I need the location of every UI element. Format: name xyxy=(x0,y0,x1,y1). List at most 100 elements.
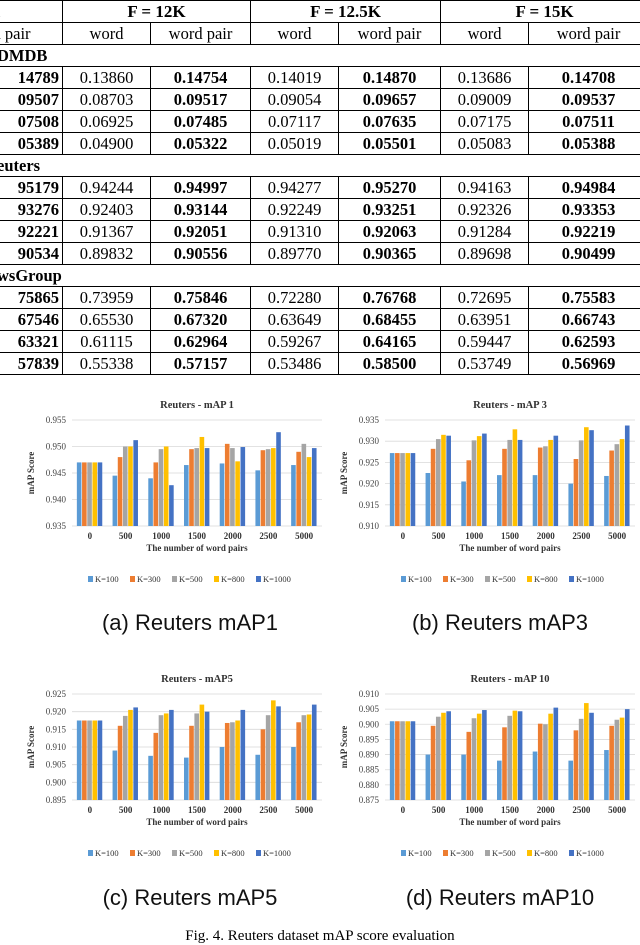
bar xyxy=(276,706,281,800)
table-cell: 0.63649 xyxy=(250,308,340,331)
x-tick-label: 0 xyxy=(88,531,93,541)
y-tick-label: 0.875 xyxy=(359,795,380,805)
table-cell: 57839 xyxy=(0,352,63,375)
y-axis-label: mAP Score xyxy=(26,726,36,769)
table-cell: 0.14870 xyxy=(338,66,442,89)
bar xyxy=(296,451,301,526)
bar xyxy=(276,432,281,526)
table-cell: 0.93144 xyxy=(149,198,252,221)
bar xyxy=(410,453,416,526)
legend-label: K=500 xyxy=(492,574,516,584)
subheader-cell: word pair xyxy=(338,22,442,45)
table-cell: 0.09517 xyxy=(149,88,252,111)
x-tick-label: 2500 xyxy=(572,531,591,541)
table-cell: 0.14754 xyxy=(149,66,252,89)
table-cell: 0.90556 xyxy=(149,242,252,265)
bar xyxy=(430,725,436,800)
table-cell: 0.92051 xyxy=(149,220,252,243)
bar xyxy=(240,447,246,526)
bar xyxy=(532,475,538,526)
legend-label: K=100 xyxy=(95,574,119,584)
bar xyxy=(604,475,609,526)
x-tick-label: 2500 xyxy=(572,805,591,815)
table-cell: 0.58500 xyxy=(338,352,442,375)
y-tick-label: 0.935 xyxy=(359,415,380,425)
subheader-cell: word xyxy=(250,22,340,45)
y-tick-label: 0.935 xyxy=(46,521,67,531)
table-cell: 0.05388 xyxy=(528,132,640,155)
chart-reuters-map5: Reuters - mAP5 0.925 0.920 0.915 0.910 0.905 0… xyxy=(26,674,322,858)
bar xyxy=(609,725,614,800)
bar xyxy=(568,483,574,526)
bar xyxy=(194,448,199,526)
y-tick-label: 0.880 xyxy=(359,780,380,790)
chart-title: Reuters - mAP 10 xyxy=(470,674,549,685)
table-cell: 0.92063 xyxy=(338,220,442,243)
legend-label: K=1000 xyxy=(263,848,291,858)
bar xyxy=(395,453,400,526)
bar xyxy=(461,481,466,526)
bar xyxy=(153,462,159,526)
x-tick-label: 1000 xyxy=(152,805,171,815)
bar xyxy=(568,760,574,800)
legend-swatch xyxy=(443,850,448,856)
table-cell: 0.63951 xyxy=(440,308,530,331)
table-cell: 0.66743 xyxy=(528,308,640,331)
bar xyxy=(224,443,230,526)
bar xyxy=(97,462,103,526)
bar xyxy=(614,719,620,800)
legend-label: K=300 xyxy=(137,848,161,858)
bar xyxy=(410,721,416,800)
table-cell: 0.07485 xyxy=(149,110,252,133)
bar xyxy=(543,724,548,800)
bar xyxy=(260,450,266,526)
table-row: 57839 0.55338 0.57157 0.53486 0.58500 0.53749… xyxy=(0,352,640,375)
bar xyxy=(548,713,553,800)
bar xyxy=(502,448,507,526)
bar xyxy=(573,730,579,800)
y-tick-label: 0.890 xyxy=(359,750,380,760)
bar xyxy=(578,718,584,800)
bar xyxy=(265,449,271,526)
legend-swatch xyxy=(172,850,177,856)
section-row: DMDB xyxy=(0,44,640,67)
x-tick-label: 2500 xyxy=(259,805,278,815)
table-cell: 0.09657 xyxy=(338,88,442,111)
bar xyxy=(425,473,431,526)
legend-label: K=800 xyxy=(534,574,558,584)
header-group: F = 12K xyxy=(61,0,252,23)
bar xyxy=(476,436,482,526)
bar xyxy=(255,754,261,800)
y-axis-label: mAP Score xyxy=(339,726,349,769)
table-cell: 0.05083 xyxy=(440,132,530,155)
y-tick-label: 0.895 xyxy=(359,734,380,744)
subheader-cell: word pair xyxy=(528,22,640,45)
section-row: wsGroup xyxy=(0,264,640,287)
bar xyxy=(400,721,405,800)
bar xyxy=(425,754,431,800)
bar xyxy=(389,453,395,526)
bar xyxy=(82,720,87,800)
bar xyxy=(87,720,92,800)
bar xyxy=(158,715,164,800)
bar xyxy=(507,715,512,800)
table-cell: 0.13686 xyxy=(440,66,530,89)
table-cell: 0.09009 xyxy=(440,88,530,111)
table-cell: 0.07511 xyxy=(528,110,640,133)
table-cell: 0.55338 xyxy=(62,352,151,375)
table-cell: 0.05322 xyxy=(149,132,252,155)
legend-label: K=100 xyxy=(408,574,432,584)
legend-label: K=800 xyxy=(534,848,558,858)
table-cell: 09507 xyxy=(0,88,63,111)
x-tick-label: 1000 xyxy=(465,531,484,541)
table-cell: 0.14708 xyxy=(528,66,640,89)
legend-swatch xyxy=(172,576,177,582)
subfigure-caption-a: (a) Reuters mAP1 xyxy=(101,610,279,635)
bar xyxy=(271,448,276,526)
header-group: F = 15K xyxy=(440,0,640,23)
table-cell: 0.89698 xyxy=(440,242,530,265)
bar xyxy=(204,448,210,526)
bar xyxy=(537,723,543,800)
table-cell: 0.05019 xyxy=(250,132,340,155)
